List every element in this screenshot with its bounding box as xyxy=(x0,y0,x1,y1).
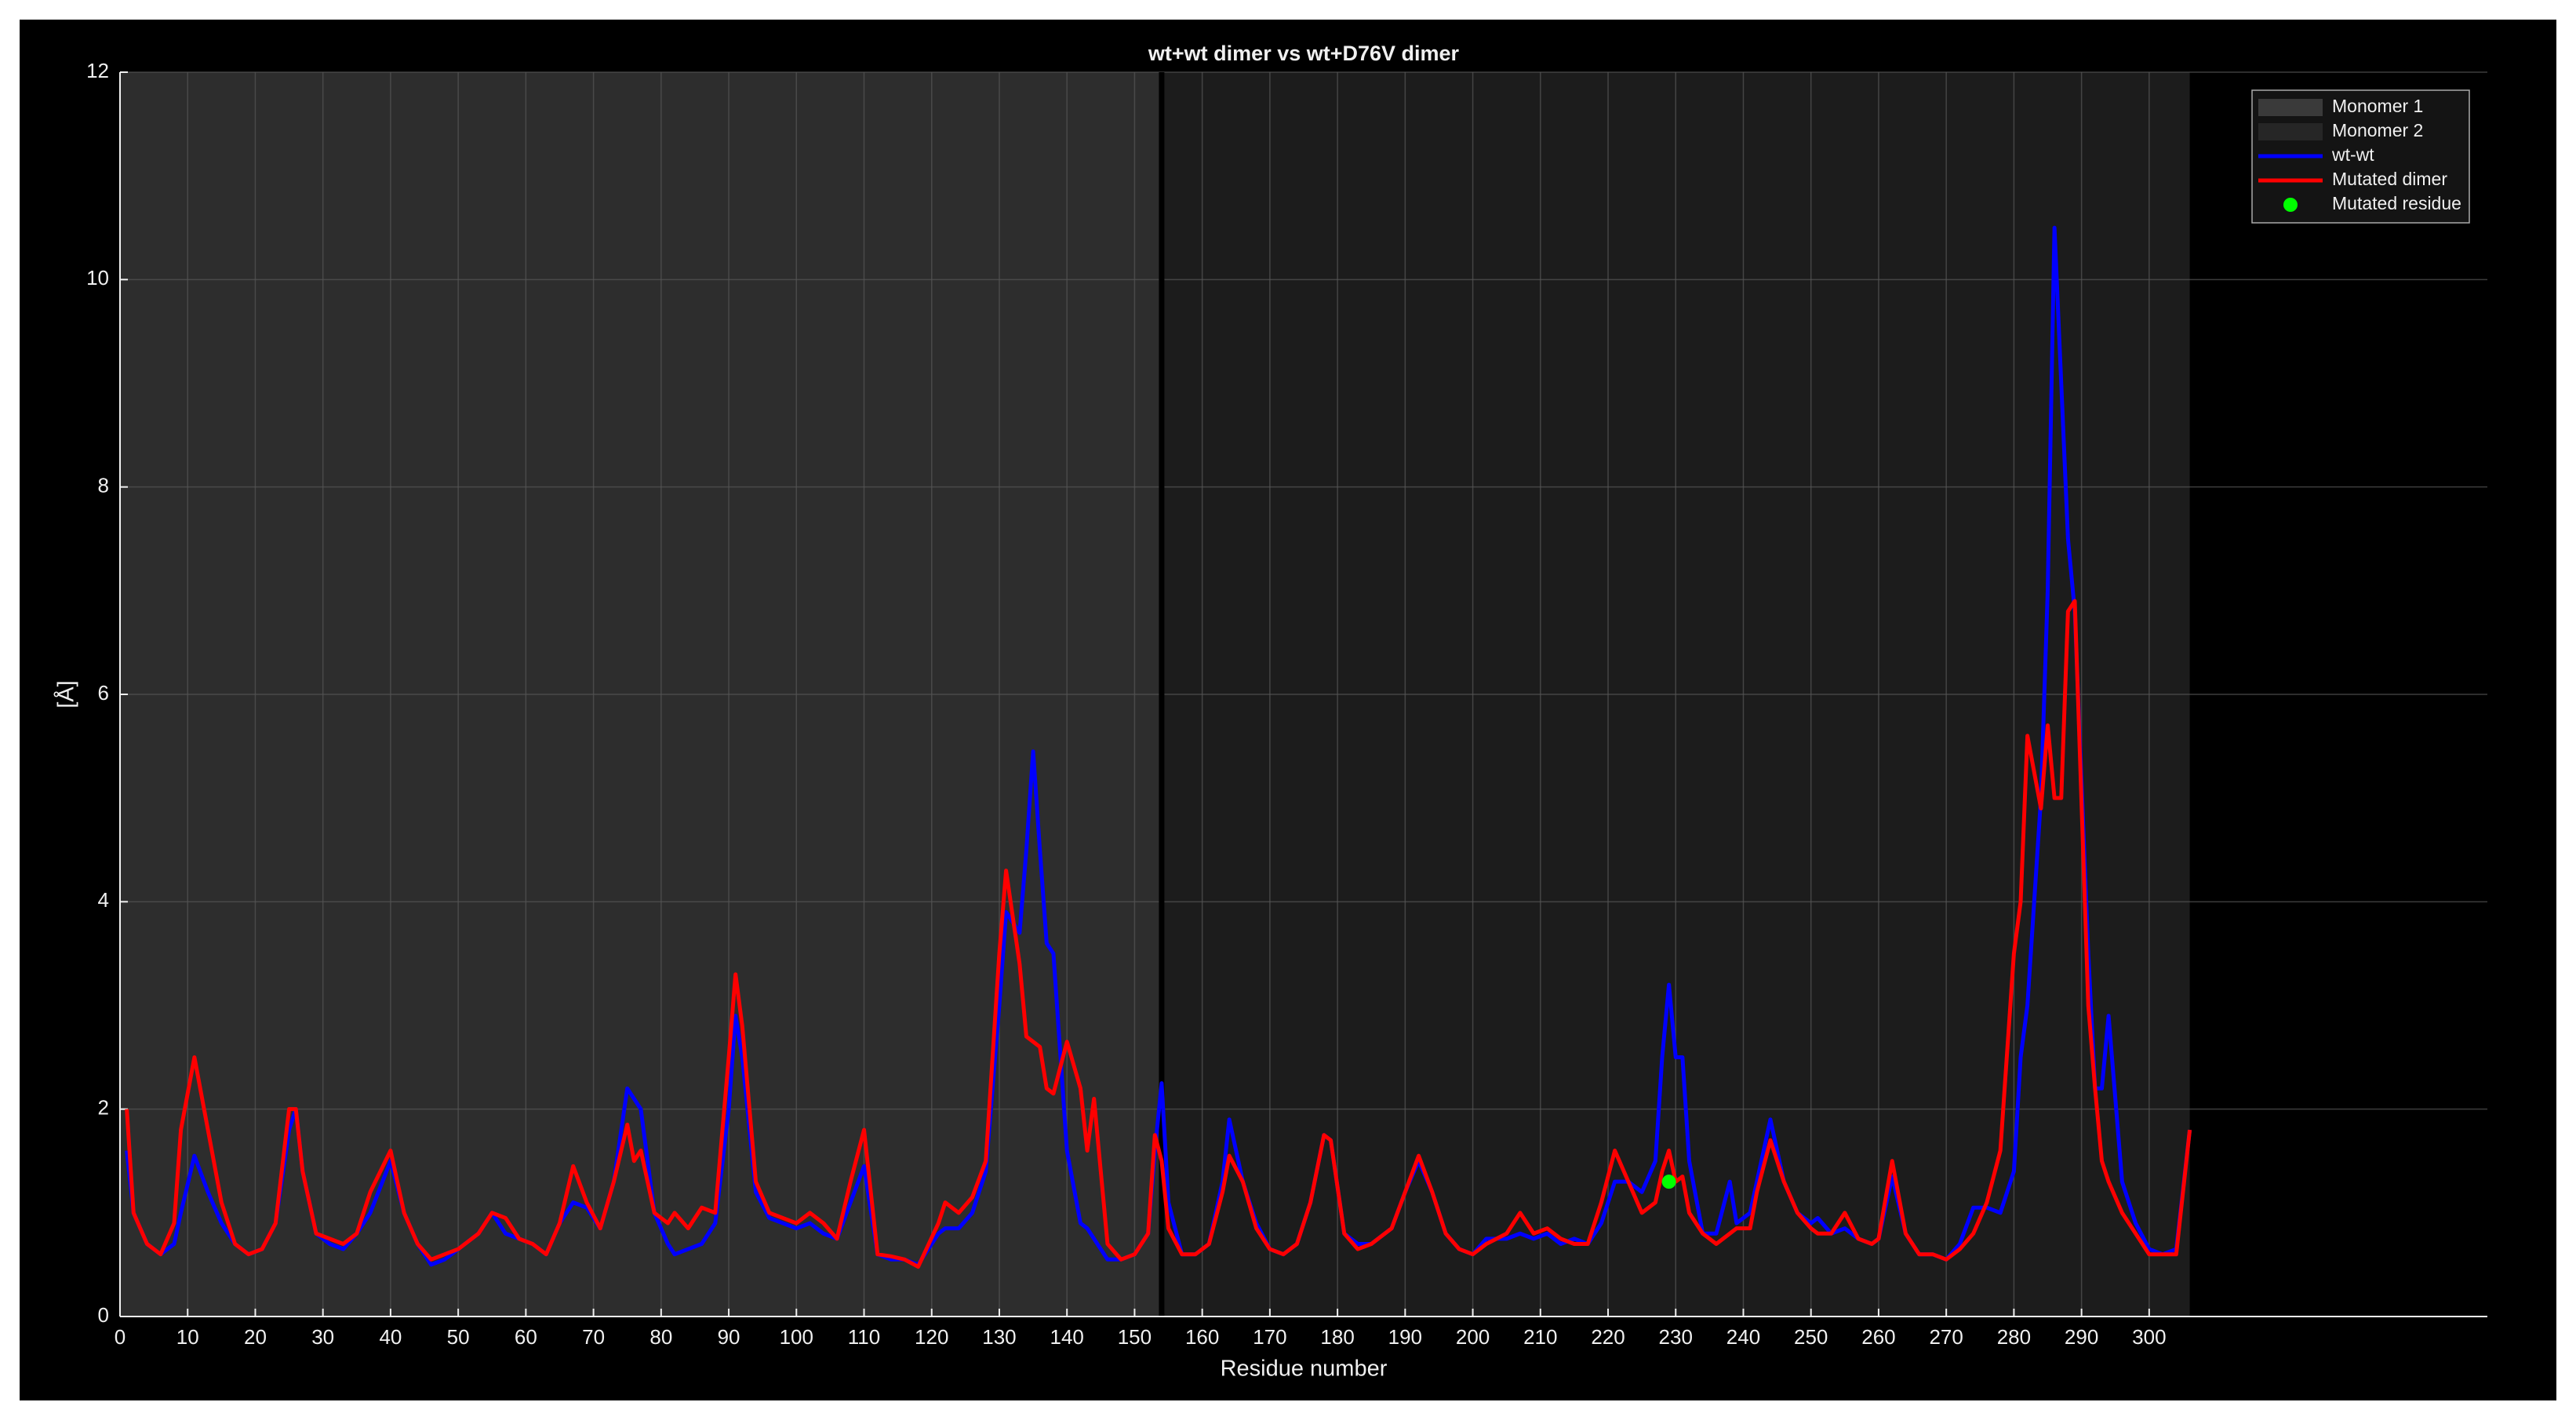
y-tick-label: 10 xyxy=(86,266,109,290)
chart-title: wt+wt dimer vs wt+D76V dimer xyxy=(1148,42,1460,65)
x-tick-label: 40 xyxy=(379,1325,402,1349)
legend-label: Monomer 1 xyxy=(2332,96,2423,116)
x-axis-label: Residue number xyxy=(1221,1357,1388,1382)
x-tick-label: 230 xyxy=(1659,1325,1693,1349)
x-tick-label: 50 xyxy=(447,1325,470,1349)
x-tick-label: 200 xyxy=(1456,1325,1490,1349)
plot-area: 0 10 20 30 40 50 60 70 80 90 100 110 120 130 140 150 160… xyxy=(86,59,2487,1349)
y-axis-label: [Å] xyxy=(53,680,79,708)
y-tick-label: 0 xyxy=(98,1303,109,1327)
x-tick-label: 70 xyxy=(582,1325,605,1349)
x-tick-label: 190 xyxy=(1388,1325,1422,1349)
y-tick-label: 8 xyxy=(98,474,109,497)
x-tick-label: 20 xyxy=(244,1325,267,1349)
x-tick-label: 240 xyxy=(1726,1325,1760,1349)
x-tick-label: 140 xyxy=(1050,1325,1084,1349)
x-tick-label: 250 xyxy=(1794,1325,1828,1349)
x-tick-label: 210 xyxy=(1523,1325,1557,1349)
legend-label: Monomer 2 xyxy=(2332,120,2423,140)
x-tick-label: 260 xyxy=(1861,1325,1895,1349)
x-tick-label: 300 xyxy=(2132,1325,2166,1349)
x-tick-label: 270 xyxy=(1929,1325,1963,1349)
legend-label: wt-wt xyxy=(2331,144,2374,165)
series-line xyxy=(125,599,2192,1269)
x-tick-label: 10 xyxy=(176,1325,199,1349)
x-tick-label: 0 xyxy=(115,1325,126,1349)
x-tick-label: 170 xyxy=(1253,1325,1286,1349)
x-tick-label: 180 xyxy=(1320,1325,1354,1349)
x-tick-label: 120 xyxy=(915,1325,948,1349)
y-tick-label: 6 xyxy=(98,681,109,705)
legend: Monomer 1 Monomer 2 wt-wt Mutated dimer Muta… xyxy=(2251,89,2470,224)
legend-swatch xyxy=(2258,123,2323,140)
x-tick-label: 100 xyxy=(780,1325,813,1349)
y-tick-label: 4 xyxy=(98,888,109,912)
x-tick-label: 80 xyxy=(649,1325,672,1349)
x-tick-label: 90 xyxy=(718,1325,740,1349)
y-tick-label: 12 xyxy=(86,59,109,82)
x-tick-label: 160 xyxy=(1185,1325,1219,1349)
legend-swatch xyxy=(2283,198,2298,212)
x-tick-label: 220 xyxy=(1591,1325,1625,1349)
x-tick-label: 280 xyxy=(1997,1325,2031,1349)
y-tick-label: 2 xyxy=(98,1096,109,1120)
x-tick-label: 30 xyxy=(311,1325,334,1349)
mutated-residue-marker xyxy=(1661,1175,1676,1189)
legend-label: Mutated dimer xyxy=(2332,169,2447,189)
legend-swatch xyxy=(2258,99,2323,116)
x-tick-label: 290 xyxy=(2065,1325,2098,1349)
x-tick-label: 130 xyxy=(982,1325,1016,1349)
legend-label: Mutated residue xyxy=(2332,193,2461,213)
x-tick-label: 150 xyxy=(1118,1325,1152,1349)
x-tick-label: 110 xyxy=(848,1325,880,1349)
x-tick-label: 60 xyxy=(515,1325,537,1349)
